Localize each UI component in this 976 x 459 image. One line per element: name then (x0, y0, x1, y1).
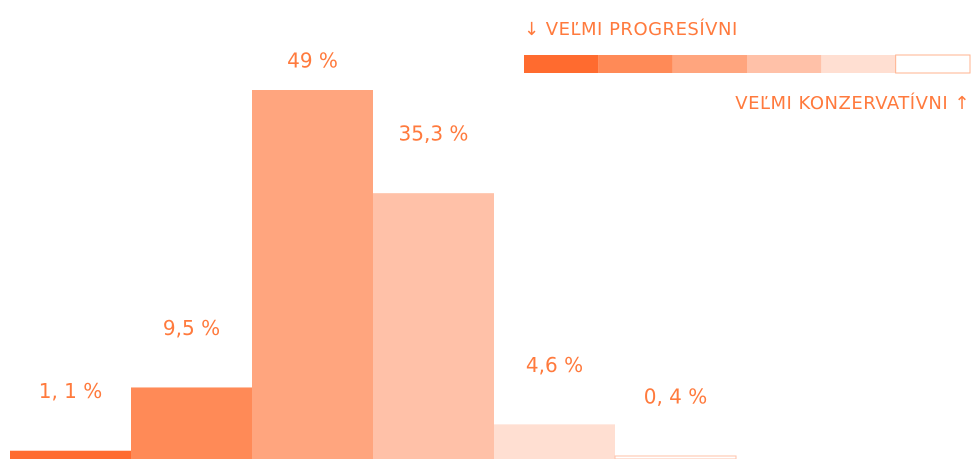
bar (131, 387, 252, 459)
legend-swatch (598, 55, 673, 73)
bar (10, 450, 131, 459)
data-label: 9,5 % (163, 316, 220, 340)
legend-label: VEĽMI KONZERVATÍVNI ↑ (735, 92, 970, 114)
bar (494, 424, 615, 459)
legend-swatch (821, 55, 896, 73)
legend-swatch (524, 55, 599, 73)
legend-label: ↓ VEĽMI PROGRESÍVNI (524, 18, 738, 40)
data-label: 0, 4 % (644, 384, 708, 408)
data-label: 4,6 % (526, 353, 583, 377)
legend-swatch (672, 55, 747, 73)
data-label: 49 % (287, 49, 338, 73)
data-label: 1, 1 % (39, 379, 103, 403)
bar (614, 455, 737, 459)
bar (373, 193, 494, 459)
legend-swatch (895, 54, 971, 74)
legend-swatch (747, 55, 822, 73)
data-label: 35,3 % (399, 122, 469, 146)
bar (252, 90, 373, 459)
